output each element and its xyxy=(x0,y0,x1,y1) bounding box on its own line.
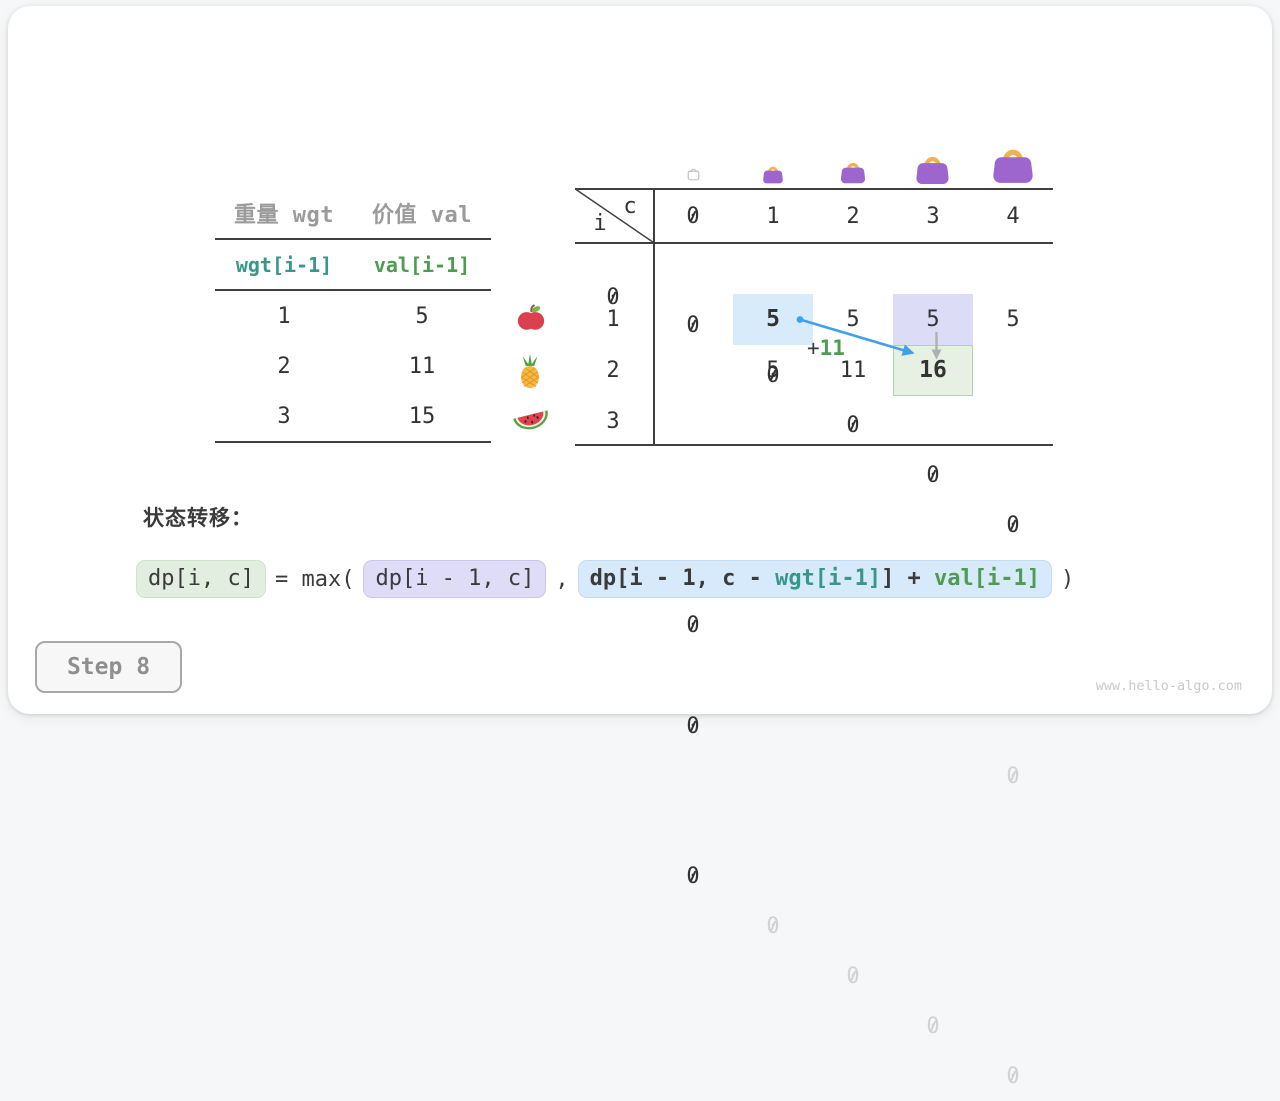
handbag-icon-capacity-2 xyxy=(838,157,868,184)
formula-skip-chip: dp[i - 1, c] xyxy=(363,560,547,598)
row-header-1: 1 xyxy=(606,306,620,332)
dp-cell-3-2: 0 xyxy=(813,951,893,1001)
item-weight: 1 xyxy=(277,303,291,329)
item-row-pineapple: 2 11 xyxy=(215,341,491,391)
dp-cell-0-3: 0 xyxy=(893,450,973,500)
formula-take-chip: dp[i - 1, c - wgt[i-1]] + val[i-1] xyxy=(577,560,1053,598)
item-row-apple: 1 5 xyxy=(215,291,491,341)
dp-cell-0-2: 0 xyxy=(813,400,893,450)
take-chip-val: val[i-1] xyxy=(934,566,1041,591)
dp-cell-3-1: 0 xyxy=(733,901,813,951)
item-value: 11 xyxy=(408,353,436,379)
col-header-1: 1 xyxy=(766,203,780,229)
transition-formula: dp[i, c] = max( dp[i - 1, c] , dp[i - 1,… xyxy=(136,560,1074,598)
corner-row-label: i xyxy=(593,210,607,236)
value-header: 价值 val xyxy=(372,203,472,228)
weight-header: 重量 wgt xyxy=(234,203,334,228)
row-header-3: 3 xyxy=(606,408,620,434)
handbag-icon-capacity-4 xyxy=(989,140,1037,184)
dp-cell-1-4: 5 xyxy=(1006,306,1020,332)
take-chip-mid: ] + xyxy=(881,566,935,591)
wgt-index-label: wgt[i-1] xyxy=(235,252,333,277)
apple-icon xyxy=(516,303,546,333)
dp-cell-0-4: 0 xyxy=(973,500,1053,550)
dp-cell-1-1: 5 xyxy=(766,306,780,332)
dp-table-header-line xyxy=(575,242,1053,244)
handbag-icon-capacity-0 xyxy=(686,166,701,182)
col-header-4: 4 xyxy=(1006,203,1020,229)
row-header-2: 2 xyxy=(606,357,620,383)
figure-page: 重量 wgt 价值 val wgt[i-1] val[i-1] 1 5 2 11… xyxy=(0,0,1280,720)
formula-comma: , xyxy=(555,566,569,592)
transition-heading: 状态转移： xyxy=(143,506,253,530)
item-row-watermelon: 3 15 xyxy=(215,391,491,441)
formula-eq-max: = max( xyxy=(274,566,355,592)
step-badge: Step 8 xyxy=(35,641,182,693)
handbag-icon-capacity-3 xyxy=(913,149,952,185)
item-table: 重量 wgt 价值 val wgt[i-1] val[i-1] 1 5 2 11… xyxy=(215,188,491,443)
dp-cell-2-0: 0 xyxy=(653,701,733,751)
item-table-index-row: wgt[i-1] val[i-1] xyxy=(215,240,491,291)
item-table-header: 重量 wgt 价值 val xyxy=(215,188,491,240)
dp-cell-0-1: 0 xyxy=(733,350,813,400)
dp-cell-0-0: 0 xyxy=(653,300,733,350)
col-header-3: 3 xyxy=(926,203,940,229)
dp-cell-1-0: 0 xyxy=(653,600,733,650)
item-weight: 3 xyxy=(277,403,291,429)
pineapple-icon xyxy=(514,353,546,389)
dp-cell-1-3: 5 xyxy=(926,306,940,332)
row-header-0: 0 xyxy=(583,283,643,311)
plus-sign: + xyxy=(807,336,820,360)
take-chip-prefix: dp[i - 1, c - xyxy=(589,566,776,591)
dp-cell-2-1: 5 xyxy=(766,357,780,383)
col-header-2: 2 xyxy=(846,203,860,229)
item-weight: 2 xyxy=(277,353,291,379)
dp-cell-2-3: 16 xyxy=(919,357,947,383)
dp-cell-3-3: 0 xyxy=(893,1001,973,1051)
item-value: 15 xyxy=(408,403,436,429)
item-value: 5 xyxy=(415,303,429,329)
dp-cell-3-4: 0 xyxy=(973,1051,1053,1101)
added-value: 11 xyxy=(819,336,845,360)
dp-cell-3-0: 0 xyxy=(653,851,733,901)
add-value-annotation: +11 xyxy=(807,336,845,360)
formula-close-paren: ) xyxy=(1061,566,1075,592)
site-url: www.hello-algo.com xyxy=(1095,678,1242,694)
dp-table-top-line xyxy=(575,188,1053,190)
col-header-0: 0 xyxy=(653,202,733,230)
handbag-icon-capacity-1 xyxy=(761,162,785,184)
formula-lhs-chip: dp[i, c] xyxy=(136,560,266,598)
corner-col-label: c xyxy=(623,193,637,219)
dp-cell-2-2: 11 xyxy=(839,357,867,383)
watermelon-icon xyxy=(512,406,550,434)
dp-cell-2-4: 0 xyxy=(973,751,1053,801)
val-index-label: val[i-1] xyxy=(373,252,471,277)
take-chip-wgt: wgt[i-1] xyxy=(775,566,882,591)
